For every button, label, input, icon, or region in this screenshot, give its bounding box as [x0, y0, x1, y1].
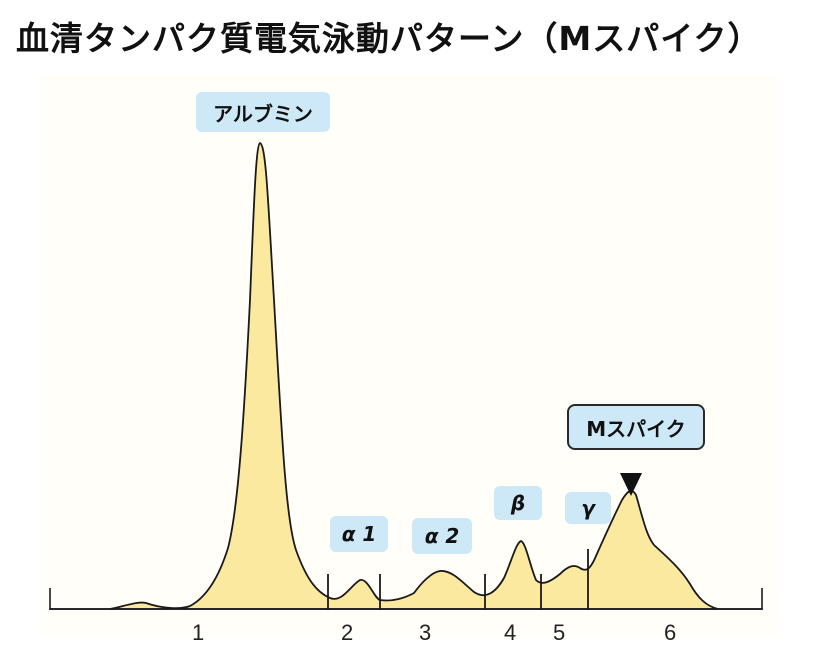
page-title: 血清タンパク質電気泳動パターン（Mスパイク） — [16, 19, 762, 58]
fraction-number-1: 1 — [192, 620, 205, 645]
peak-label-m-spike: Mスパイク — [567, 404, 705, 450]
peak-label-gamma: γ — [565, 492, 611, 524]
fraction-number-2: 2 — [341, 620, 354, 645]
fraction-number-6: 6 — [664, 620, 677, 645]
peak-label-albumin: アルブミン — [196, 92, 330, 132]
peak-label-alpha2: α 2 — [412, 518, 472, 554]
fraction-number-5: 5 — [553, 620, 566, 645]
chart-background — [40, 75, 780, 635]
peak-label-alpha1: α 1 — [330, 516, 388, 552]
fraction-number-4: 4 — [504, 620, 517, 645]
m-spike-arrow-icon — [620, 473, 642, 496]
fraction-number-3: 3 — [419, 620, 432, 645]
peak-label-beta: β — [494, 486, 542, 520]
electrophoresis-curve — [49, 142, 763, 610]
